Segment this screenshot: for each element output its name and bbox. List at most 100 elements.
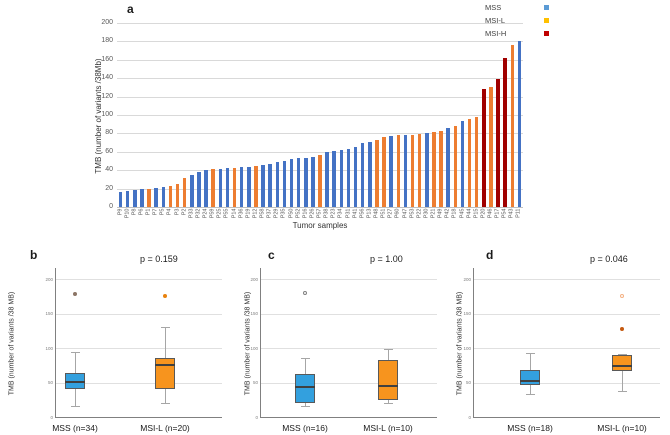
bar-P44	[467, 118, 472, 207]
whisker-cap-upper	[70, 352, 80, 354]
y-tick-label: 100	[45, 345, 53, 351]
whisker-lower	[305, 402, 306, 406]
whisker-lower	[622, 370, 623, 391]
bar-P34	[339, 150, 344, 207]
category-label: MSI-L (n=10)	[363, 423, 413, 433]
panel-c-boxplot: c p = 1.00 TMB (number of variants /38 MB)…	[240, 243, 452, 435]
x-tick-label: P44	[466, 208, 473, 219]
bar-P55	[225, 168, 230, 207]
bar-P60	[396, 135, 401, 207]
gridline	[117, 41, 523, 43]
whisker-lower	[165, 388, 166, 404]
panel-a-plot-area	[117, 23, 523, 208]
bar-P17	[496, 79, 500, 207]
bar-P10	[125, 191, 130, 207]
p-value-label: p = 0.046	[590, 254, 628, 264]
x-tick-label: P46	[487, 208, 494, 219]
panel-b-letter: b	[30, 248, 38, 262]
y-tick-label: 40	[105, 166, 113, 174]
bar-P12	[254, 165, 258, 207]
x-tick-label: P6	[138, 208, 145, 216]
panel-a-letter: a	[127, 2, 134, 16]
bar-P5	[161, 186, 166, 207]
outlier-point	[303, 290, 307, 295]
p-value-label: p = 0.159	[140, 254, 178, 264]
bar-P50	[289, 159, 294, 207]
whisker-cap-upper	[383, 348, 393, 350]
y-tick-label: 160	[101, 55, 113, 63]
bar-P9	[118, 192, 123, 207]
y-tick-label: 200	[250, 276, 258, 282]
outlier-point	[620, 294, 624, 299]
bar-P38	[325, 151, 329, 207]
bar-P54	[503, 58, 507, 207]
bar-P16	[304, 158, 308, 207]
y-axis-title: TMB (number of variants /38 MB)	[244, 291, 252, 395]
bar-P6	[140, 188, 144, 207]
bar-P7	[154, 187, 158, 207]
gridline	[55, 382, 222, 384]
y-axis-spine	[260, 268, 261, 417]
legend-item-mss: MSS	[485, 1, 549, 14]
gridline	[117, 115, 523, 116]
whisker-lower	[530, 384, 531, 394]
y-tick-label: 200	[101, 19, 113, 26]
y-tick-label: 0	[50, 414, 53, 420]
bar-P15	[474, 116, 479, 207]
whisker-lower	[388, 399, 389, 404]
bar-P59	[211, 169, 215, 207]
bar-P18	[453, 126, 458, 207]
gridline	[55, 348, 222, 349]
x-tick-label: P21	[430, 208, 437, 219]
whisker-cap-lower	[525, 393, 535, 395]
whisker-cap-lower	[70, 406, 80, 407]
y-tick-label: 200	[45, 276, 53, 282]
outlier-point	[163, 293, 167, 298]
legend-label: MSI-H	[485, 29, 507, 38]
x-axis-spine	[55, 417, 222, 418]
category-label: MSI-L (n=10)	[597, 423, 647, 433]
x-tick-label: P3	[174, 208, 180, 216]
y-tick-label: 150	[250, 311, 258, 316]
bar-P49	[439, 130, 443, 207]
legend-swatch-mss	[544, 5, 549, 10]
bar-P51	[382, 137, 386, 207]
bar-P23	[332, 150, 336, 207]
x-tick-label: P15	[473, 208, 480, 219]
panel-a-x-axis-title: Tumor samples	[292, 221, 348, 230]
x-tick-label: P11	[515, 208, 522, 218]
y-tick-label: 60	[105, 147, 113, 155]
bar-P42	[446, 127, 450, 207]
bar-P32	[197, 172, 201, 207]
bar-P57	[318, 154, 322, 207]
bar-P21	[432, 131, 436, 207]
y-tick-label: 140	[101, 74, 113, 82]
panel-a-bar-chart: a TMB (number of variants /38Mb) P9 P10 P8…	[94, 1, 549, 230]
whisker-upper	[165, 326, 166, 358]
y-tick-label: 50	[47, 380, 53, 385]
whisker-cap-lower	[300, 406, 310, 407]
box-MSI-L	[612, 354, 632, 371]
box-MSI-L	[155, 357, 175, 389]
bar-P27	[389, 136, 393, 207]
whisker-cap-upper	[525, 352, 535, 354]
legend-swatch-msi-l	[544, 18, 549, 23]
gridline	[117, 23, 523, 24]
x-axis-spine	[473, 417, 660, 418]
panel-c-letter: c	[268, 248, 275, 262]
y-axis-title: TMB (number of variants /38 MB)	[8, 291, 16, 395]
whisker-cap-lower	[383, 403, 393, 405]
y-tick-label: 0	[109, 203, 113, 210]
gridline	[260, 348, 437, 349]
category-label: MSS (n=16)	[282, 423, 328, 433]
bar-P35	[282, 161, 287, 207]
gridline	[260, 279, 437, 280]
y-axis-spine	[55, 268, 56, 417]
bar-P20	[482, 89, 486, 207]
gridline	[473, 279, 660, 280]
bar-P2	[182, 177, 187, 207]
legend-item-msi-l: MSI-L	[485, 14, 549, 27]
y-tick-label: 100	[250, 345, 258, 351]
bar-P30	[425, 132, 429, 207]
x-tick-label: P20	[480, 208, 487, 219]
